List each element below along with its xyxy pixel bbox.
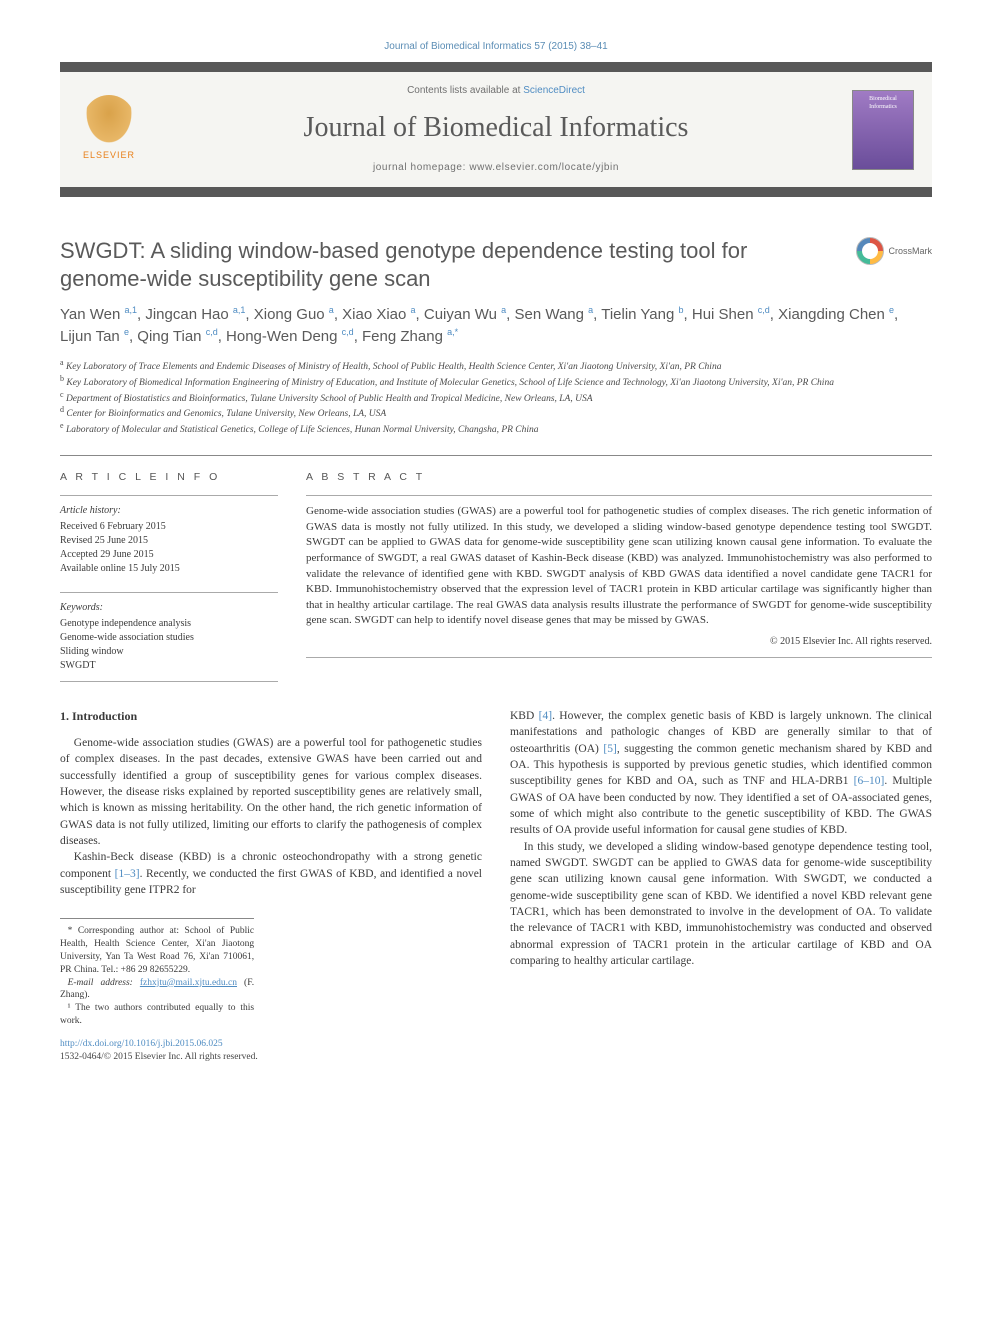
homepage-prefix: journal homepage: [373, 162, 469, 173]
history-line: Accepted 29 June 2015 [60, 548, 278, 562]
citation-link[interactable]: [4] [539, 710, 552, 722]
elsevier-logo: ELSEVIER [78, 95, 140, 165]
journal-name: Journal of Biomedical Informatics [158, 108, 834, 147]
author-email-link[interactable]: fzhxjtu@mail.xjtu.edu.cn [140, 978, 237, 988]
running-head: Journal of Biomedical Informatics 57 (20… [60, 40, 932, 54]
citation-link[interactable]: [5] [603, 743, 616, 755]
sciencedirect-link[interactable]: ScienceDirect [523, 85, 585, 96]
email-footnote: E-mail address: fzhxjtu@mail.xjtu.edu.cn… [60, 977, 254, 1003]
article-title: SWGDT: A sliding window-based genotype d… [60, 237, 838, 292]
abstract-copyright: © 2015 Elsevier Inc. All rights reserved… [306, 635, 932, 658]
body-paragraph: Genome-wide association studies (GWAS) a… [60, 735, 482, 849]
page-footer: http://dx.doi.org/10.1016/j.jbi.2015.06.… [60, 1038, 932, 1064]
elsevier-tree-icon [83, 95, 135, 147]
citation-link[interactable]: [1–3] [115, 868, 140, 880]
journal-cover-thumbnail: Biomedical Informatics [852, 90, 914, 170]
footnotes-block: * Corresponding author at: School of Pub… [60, 918, 254, 1028]
history-line: Received 6 February 2015 [60, 520, 278, 534]
affiliation-list: a Key Laboratory of Trace Elements and E… [60, 358, 932, 438]
body-text: KBD [510, 710, 539, 722]
doi-link[interactable]: http://dx.doi.org/10.1016/j.jbi.2015.06.… [60, 1039, 223, 1049]
history-line: Revised 25 June 2015 [60, 534, 278, 548]
history-line: Available online 15 July 2015 [60, 562, 278, 576]
crossmark-label: CrossMark [888, 245, 932, 258]
journal-masthead: ELSEVIER Contents lists available at Sci… [60, 62, 932, 197]
equal-contribution-footnote: ¹ The two authors contributed equally to… [60, 1002, 254, 1028]
corresponding-author-footnote: * Corresponding author at: School of Pub… [60, 925, 254, 976]
email-label: E-mail address: [68, 978, 140, 988]
citation-link[interactable]: [6–10] [854, 775, 885, 787]
contents-prefix: Contents lists available at [407, 85, 523, 96]
abstract-column: A B S T R A C T Genome-wide association … [306, 470, 932, 682]
keyword: Genotype independence analysis [60, 617, 278, 631]
crossmark-icon [856, 237, 884, 265]
author-list: Yan Wen a,1, Jingcan Hao a,1, Xiong Guo … [60, 304, 932, 347]
body-paragraph: KBD [4]. However, the complex genetic ba… [510, 708, 932, 839]
body-paragraph: Kashin-Beck disease (KBD) is a chronic o… [60, 849, 482, 898]
abstract-text: Genome-wide association studies (GWAS) a… [306, 495, 932, 629]
article-history-block: Article history: Received 6 February 201… [60, 495, 278, 576]
homepage-url[interactable]: www.elsevier.com/locate/yjbin [469, 162, 619, 173]
contents-available-line: Contents lists available at ScienceDirec… [158, 84, 834, 98]
section-heading-introduction: 1. Introduction [60, 708, 482, 725]
article-body: 1. Introduction Genome-wide association … [60, 708, 932, 1028]
keyword: Genome-wide association studies [60, 631, 278, 645]
abstract-heading: A B S T R A C T [306, 470, 932, 485]
keywords-label: Keywords: [60, 601, 278, 615]
keyword: Sliding window [60, 645, 278, 659]
keywords-block: Keywords: Genotype independence analysis… [60, 592, 278, 682]
body-paragraph: In this study, we developed a sliding wi… [510, 839, 932, 970]
crossmark-widget[interactable]: CrossMark [856, 237, 932, 265]
article-info-heading: A R T I C L E I N F O [60, 470, 278, 485]
elsevier-label: ELSEVIER [83, 149, 135, 162]
journal-homepage-line: journal homepage: www.elsevier.com/locat… [158, 161, 834, 175]
history-label: Article history: [60, 504, 278, 518]
keyword: SWGDT [60, 659, 278, 673]
issn-copyright-line: 1532-0464/© 2015 Elsevier Inc. All right… [60, 1052, 258, 1062]
article-info-column: A R T I C L E I N F O Article history: R… [60, 470, 278, 682]
